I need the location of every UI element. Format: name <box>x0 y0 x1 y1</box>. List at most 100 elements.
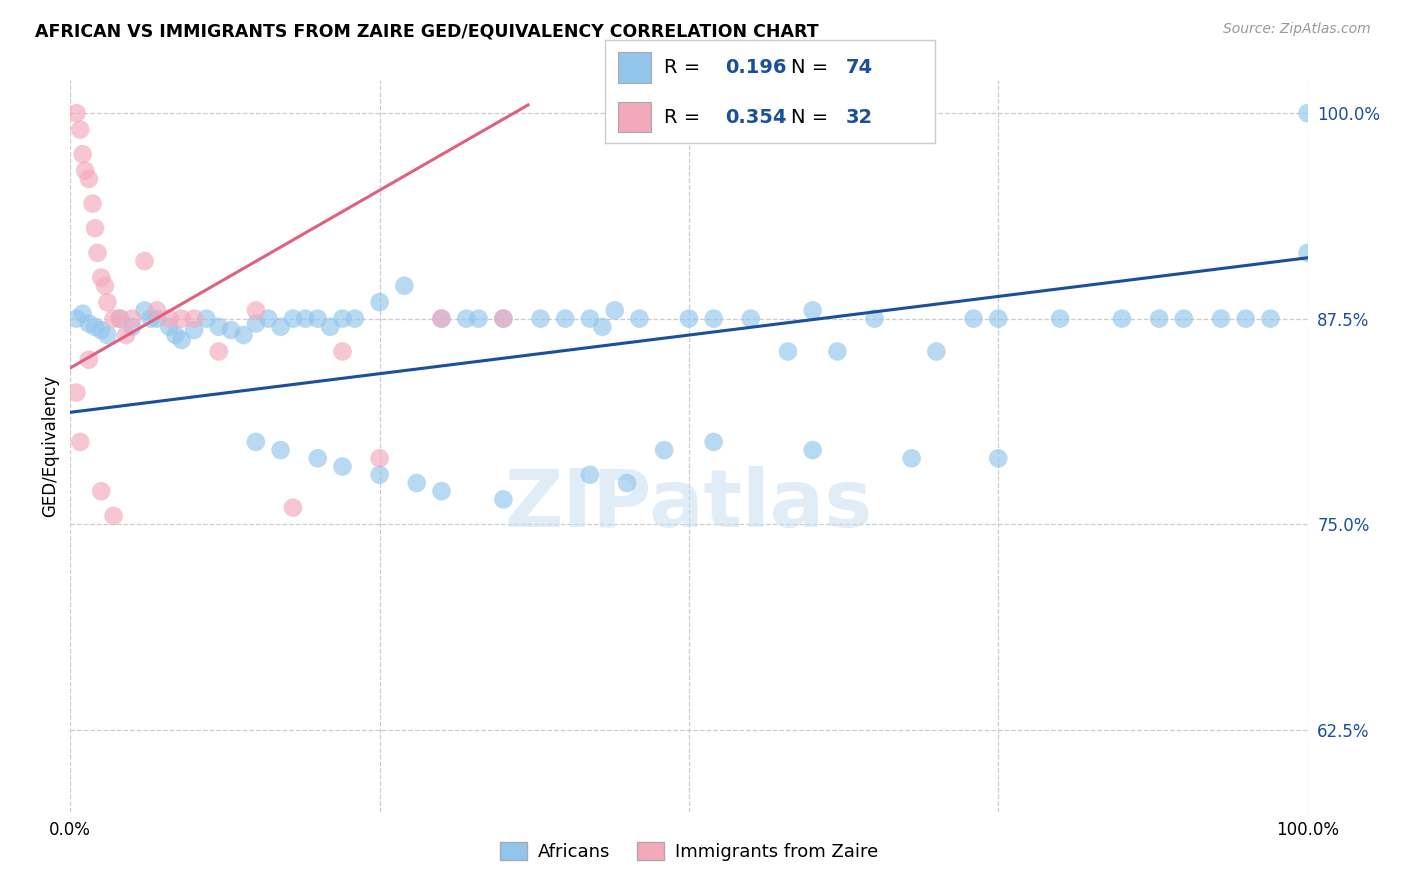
Point <box>368 295 391 310</box>
Point <box>430 311 453 326</box>
Point <box>678 311 700 326</box>
Point <box>108 311 131 326</box>
Point <box>75 163 97 178</box>
Point <box>77 352 100 367</box>
Y-axis label: GED/Equivalency: GED/Equivalency <box>41 375 59 517</box>
Point <box>121 311 143 326</box>
Point <box>77 317 100 331</box>
Point <box>72 147 94 161</box>
Point <box>801 443 824 458</box>
Point <box>90 270 112 285</box>
Point <box>146 311 169 326</box>
Point <box>628 311 651 326</box>
Point <box>603 303 626 318</box>
Point <box>591 319 613 334</box>
Point <box>90 323 112 337</box>
Text: 32: 32 <box>846 108 873 127</box>
Point <box>492 311 515 326</box>
Point <box>183 311 205 326</box>
Point <box>245 434 267 449</box>
Point <box>863 311 886 326</box>
Point <box>394 278 416 293</box>
Point <box>219 323 242 337</box>
Point <box>195 311 218 326</box>
Point <box>652 443 675 458</box>
Text: 0.196: 0.196 <box>725 58 787 78</box>
Point <box>183 323 205 337</box>
Point <box>65 385 87 400</box>
Point <box>294 311 316 326</box>
Point <box>108 311 131 326</box>
Point <box>332 459 354 474</box>
Point <box>368 467 391 482</box>
Text: AFRICAN VS IMMIGRANTS FROM ZAIRE GED/EQUIVALENCY CORRELATION CHART: AFRICAN VS IMMIGRANTS FROM ZAIRE GED/EQU… <box>35 22 818 40</box>
Point <box>245 317 267 331</box>
Point <box>90 484 112 499</box>
Point <box>430 484 453 499</box>
Point <box>740 311 762 326</box>
Point <box>146 303 169 318</box>
Point <box>208 344 231 359</box>
Point <box>1173 311 1195 326</box>
Point <box>616 475 638 490</box>
Point <box>554 311 576 326</box>
Point <box>170 311 193 326</box>
Text: ZIPatlas: ZIPatlas <box>505 466 873 543</box>
Point <box>332 311 354 326</box>
FancyBboxPatch shape <box>617 102 651 132</box>
Point <box>270 319 292 334</box>
Point <box>579 467 602 482</box>
FancyBboxPatch shape <box>617 53 651 83</box>
Point <box>77 172 100 186</box>
Point <box>579 311 602 326</box>
Point <box>703 434 725 449</box>
Point <box>987 451 1010 466</box>
Point <box>343 311 366 326</box>
Point <box>307 311 329 326</box>
Point <box>1147 311 1170 326</box>
Point <box>84 221 107 235</box>
Point <box>94 278 117 293</box>
Point <box>257 311 280 326</box>
Point <box>281 311 304 326</box>
Point <box>492 492 515 507</box>
Point <box>900 451 922 466</box>
Text: 74: 74 <box>846 58 873 78</box>
Point <box>115 328 138 343</box>
Point <box>492 311 515 326</box>
Point <box>245 303 267 318</box>
Point <box>69 122 91 136</box>
Point <box>801 303 824 318</box>
Point <box>281 500 304 515</box>
Point <box>69 434 91 449</box>
Point <box>270 443 292 458</box>
Point <box>1296 245 1319 260</box>
Point <box>121 319 143 334</box>
Point <box>134 303 156 318</box>
Point <box>65 106 87 120</box>
Point <box>430 311 453 326</box>
Point <box>170 333 193 347</box>
Point <box>103 508 125 523</box>
Text: N =: N = <box>792 58 835 78</box>
Text: R =: R = <box>664 58 707 78</box>
Point <box>405 475 427 490</box>
Point <box>1111 311 1133 326</box>
Point <box>456 311 478 326</box>
Point <box>925 344 948 359</box>
Point <box>72 307 94 321</box>
Point <box>827 344 849 359</box>
Point <box>319 319 342 334</box>
Point <box>1260 311 1282 326</box>
Point <box>962 311 984 326</box>
Legend: Africans, Immigrants from Zaire: Africans, Immigrants from Zaire <box>492 835 886 869</box>
Point <box>529 311 551 326</box>
Point <box>232 328 254 343</box>
Point <box>776 344 799 359</box>
Point <box>1209 311 1232 326</box>
Point <box>1234 311 1257 326</box>
Point <box>332 344 354 359</box>
Text: R =: R = <box>664 108 707 127</box>
Point <box>157 319 180 334</box>
Point <box>84 319 107 334</box>
